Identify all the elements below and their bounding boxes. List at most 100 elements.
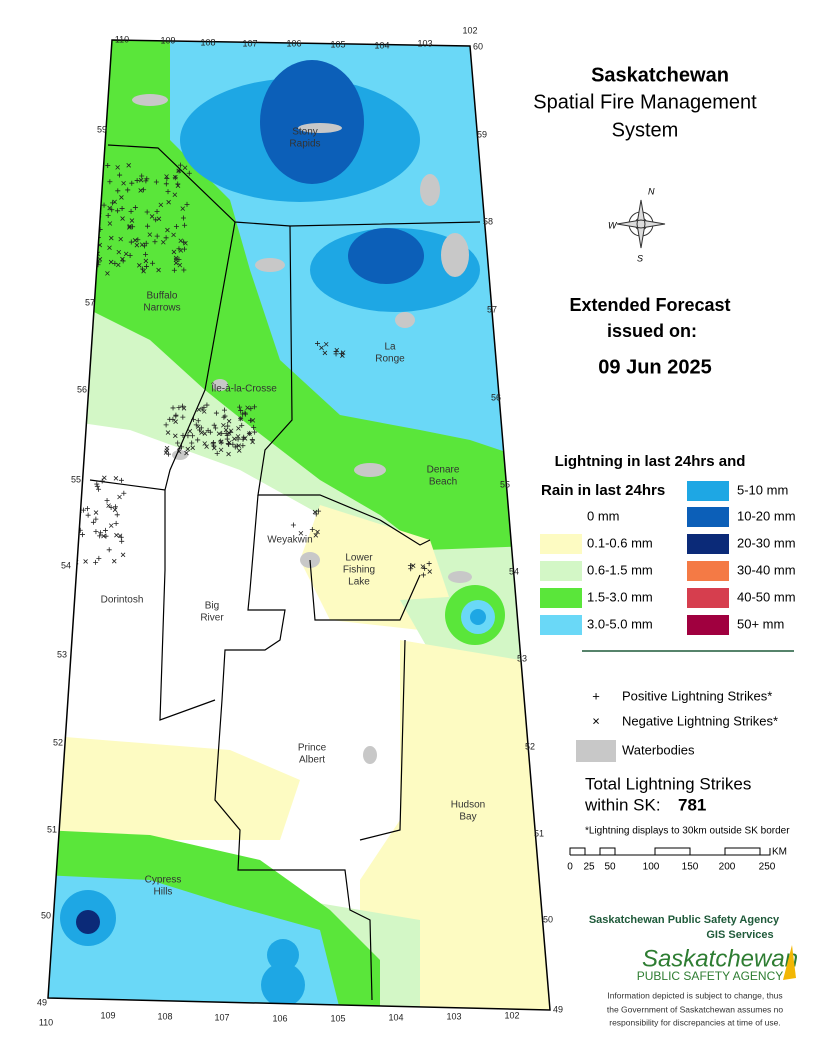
lightning-strike [408,566,414,572]
lightning-strike [316,508,322,514]
legend-label: 20-30 mm [737,535,796,550]
place-label: Beach [429,477,457,488]
lightning-strike [201,409,207,414]
graticule-labels: 110 109 108 107 106 105 104 103 102 60 49 110 109 108… [37,25,563,1027]
rain-zone [300,505,450,630]
lightning-strike [70,195,76,201]
lightning-strike [226,431,232,436]
lightning-strike [238,408,244,414]
lightning-strike [129,180,135,186]
lightning-strike [143,178,149,184]
lightning-strike [109,207,115,213]
lightning-strike [144,209,150,215]
legend-label: 5-10 mm [737,482,788,497]
graticule-label: 107 [214,1012,229,1022]
lightning-strike [65,496,71,502]
graticule-label: 57 [487,304,497,314]
lightning-strike [97,257,103,262]
lightning-strike [123,251,129,257]
graticule-label: 104 [374,40,389,50]
place-label: Dorintosh [101,595,144,606]
lightning-strike [171,249,177,255]
lightning-strike [80,263,86,269]
lightning-strike [309,526,315,532]
scale-bar [569,847,771,856]
scale-label: 100 [643,862,660,873]
lightning-strike [223,430,229,436]
place-label: Weyakwin [267,535,312,546]
disclaimer: the Government of Saskatchewan assumes n… [607,1004,784,1014]
subtitle: System [612,119,679,141]
lightning-strike [106,547,112,553]
lightning-strike [82,185,87,191]
graticule-label: 56 [77,384,87,394]
lightning-strike [199,430,204,435]
lightning-strike [153,217,159,223]
lightning-strike [121,490,127,496]
rain-zone [261,963,305,1007]
lightning-strike [236,426,241,431]
lightning-strike [240,443,246,449]
place-label: River [200,613,224,624]
lightning-strike [182,165,188,171]
legend-label: 10-20 mm [737,508,796,523]
lightning-strike [92,242,98,248]
graticule-label: 50 [41,910,51,920]
lightning-strike [120,256,125,262]
forecast-date: 09 Jun 2025 [598,356,711,378]
lightning-strike [173,223,179,229]
lightning-strike [163,235,169,241]
lightning-strike [319,345,324,351]
lightning-strike [232,436,237,442]
legend-label: 3.0-5.0 mm [587,616,653,631]
lightning-strike [243,411,249,417]
legend-label: 1.5-3.0 mm [587,589,653,604]
lightning-strike [63,476,69,481]
lightning-strike [173,433,178,439]
logo-mark [783,945,796,980]
lightning-strike [420,564,426,569]
rain-zone [267,939,299,971]
lightning-strike [228,428,234,434]
lightning-strike [103,533,109,539]
lightning-strike [224,433,230,439]
lightning-strike [93,559,99,565]
graticule-label: 105 [330,39,345,49]
lightning-strike [117,172,123,178]
lightning-strike [81,231,87,237]
lightning-strike [115,165,120,170]
lightning-strike [185,433,191,439]
lightning-strike [187,428,193,434]
rain-zone [76,910,100,934]
lightning-strike [410,563,416,568]
lightning-strike [134,178,140,184]
province-border [47,39,551,1011]
lightning-strike [248,406,254,412]
waterbodies [132,94,472,764]
lightning-strike [71,517,77,523]
legend-label: 50+ mm [737,616,784,631]
lightning-strike [71,509,77,514]
lightning-strike [315,341,321,347]
place-label: Prince [298,743,327,754]
lightning-strike [222,413,228,419]
lightning-strike [221,422,226,428]
place-label: Rapids [289,139,320,150]
lightning-strike [128,239,134,245]
lightning-strike [426,561,432,567]
lightning-strike [313,511,319,517]
lightning-strike [72,505,78,511]
lightning-strike [175,181,181,187]
graticule-label: 52 [53,737,63,747]
lightning-strike [74,192,80,198]
graticule-label: 54 [61,560,71,570]
lightning-strike [227,440,232,445]
subtitle: Spatial Fire Management [533,91,757,113]
lightning-strike [239,422,245,428]
graticule-label: 110 [115,34,129,44]
lightning-strike [161,239,166,245]
legend-swatch [687,481,729,501]
legend-swatch [540,561,582,581]
lightning-strike [143,258,149,264]
lightning-strike [153,179,159,185]
